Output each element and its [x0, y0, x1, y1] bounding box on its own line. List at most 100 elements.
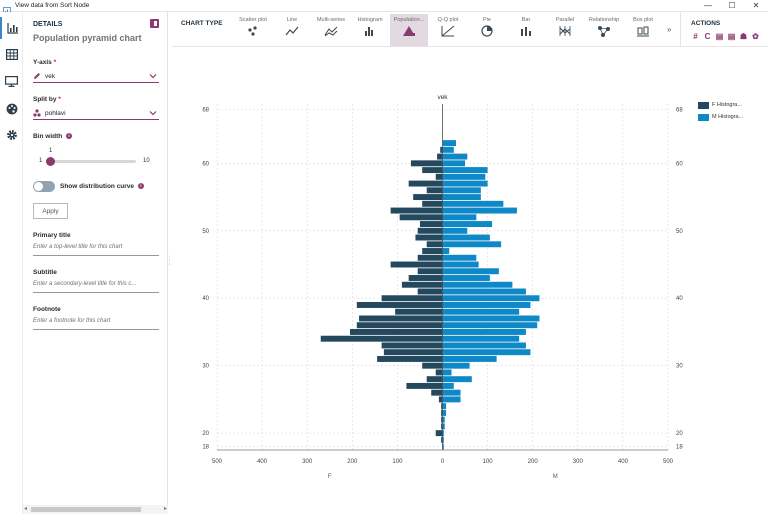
male-bar — [442, 349, 531, 356]
minimize-button[interactable]: — — [704, 1, 712, 10]
chart-type-label: Histogram — [357, 17, 383, 23]
chart-type-bar[interactable]: Bar — [507, 14, 545, 46]
y-axis-select[interactable]: vek — [33, 70, 159, 83]
female-bar — [440, 146, 443, 153]
chart-type-line[interactable]: Line — [273, 14, 311, 46]
panel-splitter-handle[interactable]: · · · — [168, 253, 171, 268]
collapse-panel-button[interactable] — [150, 19, 159, 28]
chart-type-boxplot[interactable]: Box plot — [624, 14, 662, 46]
x-tick-label: 500 — [212, 459, 223, 465]
subtitle-input[interactable]: Enter a secondary-level title for this c… — [33, 281, 159, 293]
y-tick-label-left: 40 — [202, 296, 209, 302]
hashtag-icon[interactable]: # — [693, 32, 698, 41]
female-bar — [350, 328, 443, 335]
x-tick-label: 200 — [528, 459, 539, 465]
chart-type-relationship[interactable]: Relationship — [585, 14, 623, 46]
y-tick-label-right: 68 — [676, 107, 683, 113]
female-bar — [426, 376, 443, 383]
pie-icon — [481, 25, 493, 37]
primary-title-input[interactable]: Enter a top-level title for this chart — [33, 244, 159, 256]
qq-icon — [441, 25, 455, 37]
chart-type-parallel[interactable]: Parallel — [546, 14, 584, 46]
legend-item-male[interactable]: M Histogra... — [698, 111, 764, 123]
y-tick-label-right: 60 — [676, 161, 683, 167]
export-file-icon[interactable]: ▤ — [715, 32, 724, 41]
maximize-button[interactable]: ☐ — [728, 1, 736, 10]
male-bar — [442, 403, 447, 410]
female-bar — [381, 295, 443, 302]
female-bar — [401, 281, 443, 288]
y-tick-label-left: 50 — [202, 229, 209, 235]
male-bar — [442, 214, 477, 221]
scroll-left-icon[interactable]: ◂ — [24, 506, 28, 512]
chart-type-histogram[interactable]: Histogram — [351, 14, 389, 46]
x-tick-label: 400 — [257, 459, 268, 465]
y-tick-label-left: 20 — [202, 431, 209, 437]
chart-type-population[interactable]: Population... — [390, 14, 428, 46]
chart-title: vek — [437, 94, 448, 101]
horizontal-scrollbar[interactable]: ◂ ▸ — [23, 505, 168, 514]
app-chart-icon — [3, 2, 11, 15]
female-bar — [399, 214, 443, 221]
chart-icon — [6, 22, 18, 34]
male-bar — [442, 221, 493, 228]
settings-icon[interactable]: ✿ — [752, 32, 759, 41]
scrollbar-thumb[interactable] — [31, 507, 141, 512]
chart-type-multi-series[interactable]: Multi-series — [312, 14, 350, 46]
legend-item-female[interactable]: F Histogra... — [698, 99, 764, 111]
chart-type-label: Parallel — [555, 17, 575, 23]
y-tick-label-right: 40 — [676, 296, 683, 302]
info-icon[interactable]: i — [137, 183, 144, 190]
chart-type-label: Box plot — [633, 17, 653, 23]
more-chart-types-icon[interactable]: » — [667, 25, 672, 34]
export-report-icon[interactable]: ▤ — [727, 32, 736, 41]
y-tick-label-left: 18 — [202, 445, 209, 451]
chart-type-qq[interactable]: Q-Q plot — [429, 14, 467, 46]
table-view-button[interactable] — [0, 43, 23, 65]
split-by-label: Split by * — [33, 96, 61, 103]
close-button[interactable]: ✕ — [752, 1, 760, 10]
details-panel: DETAILS Population pyramid chart Y-axis … — [23, 12, 168, 514]
chart-type-label: Multi-series — [316, 17, 346, 23]
settings-button[interactable] — [0, 124, 23, 146]
legend-swatch-female — [698, 101, 709, 109]
boxplot-icon — [637, 26, 649, 37]
male-bar — [442, 281, 513, 288]
x-tick-label: 100 — [392, 459, 403, 465]
info-icon[interactable]: i — [66, 133, 73, 140]
legend-label-male: M Histogra... — [712, 114, 744, 120]
required-marker: * — [58, 96, 61, 103]
chart-view-button[interactable] — [0, 17, 23, 39]
window-title-bar: View data from Sort Node — ☐ ✕ — [0, 0, 768, 15]
nominal-field-icon — [33, 109, 41, 117]
split-by-select[interactable]: pohlavi — [33, 107, 159, 120]
distribution-curve-toggle[interactable] — [33, 181, 55, 192]
population-pyramid-chart: vek 500 400 300 200 100 0 100 200 300 400 500 68 68 60… — [202, 94, 683, 480]
refresh-icon[interactable]: C — [704, 32, 711, 41]
bin-width-slider-handle[interactable] — [46, 157, 55, 166]
male-bar — [442, 315, 540, 322]
footnote-input[interactable]: Enter a footnote for this chart — [33, 318, 159, 330]
line-icon — [285, 26, 299, 36]
bin-width-slider-track[interactable] — [48, 160, 136, 163]
monitor-view-button[interactable] — [0, 70, 23, 92]
y-tick-label-right: 30 — [676, 364, 683, 370]
population-icon — [403, 26, 415, 36]
x-tick-label: 300 — [573, 459, 584, 465]
female-bar — [395, 308, 443, 315]
chart-type-label: Q-Q plot — [437, 17, 459, 23]
female-bar — [419, 221, 443, 228]
chart-type-pie[interactable]: Pie — [468, 14, 506, 46]
palette-button[interactable] — [0, 98, 23, 120]
scroll-right-icon[interactable]: ▸ — [163, 506, 167, 512]
male-bar — [442, 416, 445, 423]
female-bar — [408, 275, 443, 281]
male-bar — [442, 140, 457, 147]
male-bar — [442, 153, 468, 160]
apply-button[interactable]: Apply — [33, 203, 68, 219]
chart-type-heading: CHART TYPE — [181, 20, 223, 27]
male-bar — [442, 207, 517, 214]
people-icon[interactable]: ☗ — [739, 32, 748, 41]
male-bar — [442, 295, 540, 302]
chart-type-scatter[interactable]: Scatter plot — [234, 14, 272, 46]
